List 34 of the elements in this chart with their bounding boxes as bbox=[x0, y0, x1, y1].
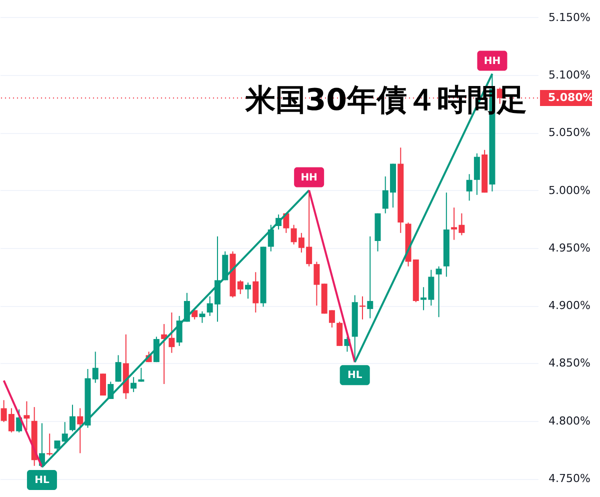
candlestick bbox=[474, 152, 480, 196]
y-tick-label: 4.800% bbox=[548, 414, 590, 428]
candlestick bbox=[24, 400, 30, 431]
candlestick bbox=[46, 433, 53, 456]
y-tick-label: 5.150% bbox=[548, 10, 590, 24]
candlestick bbox=[62, 422, 68, 442]
candlestick bbox=[77, 408, 84, 454]
y-tick-label: 4.850% bbox=[548, 356, 590, 370]
annotation: HH bbox=[484, 56, 501, 67]
candlestick bbox=[252, 272, 259, 313]
ref-line-label: 5.080% bbox=[548, 91, 594, 104]
candlestick bbox=[245, 282, 252, 300]
candlestick bbox=[168, 312, 175, 354]
annotation: HL bbox=[347, 370, 363, 382]
candlestick bbox=[100, 373, 106, 396]
y-tick-label: 5.100% bbox=[548, 68, 590, 82]
candlestick bbox=[16, 408, 22, 433]
candlestick bbox=[436, 266, 442, 318]
candlestick bbox=[115, 354, 122, 382]
y-tick-label: 4.950% bbox=[548, 241, 590, 254]
y-tick-label: 5.000% bbox=[548, 184, 590, 197]
candlestick bbox=[466, 174, 472, 202]
y-tick-label: 5.050% bbox=[548, 126, 590, 140]
candlestick bbox=[130, 376, 137, 393]
annotation: HL bbox=[34, 475, 50, 486]
candlestick bbox=[268, 224, 274, 252]
candlestick bbox=[367, 236, 374, 319]
candlestick bbox=[69, 404, 76, 432]
candlestick bbox=[336, 321, 343, 346]
annotation: HH bbox=[300, 172, 318, 184]
y-tick-label: 4.900% bbox=[548, 299, 590, 312]
candlestick bbox=[199, 310, 206, 324]
y-tick-label: 4.750% bbox=[548, 472, 590, 486]
candlestick bbox=[314, 261, 320, 306]
